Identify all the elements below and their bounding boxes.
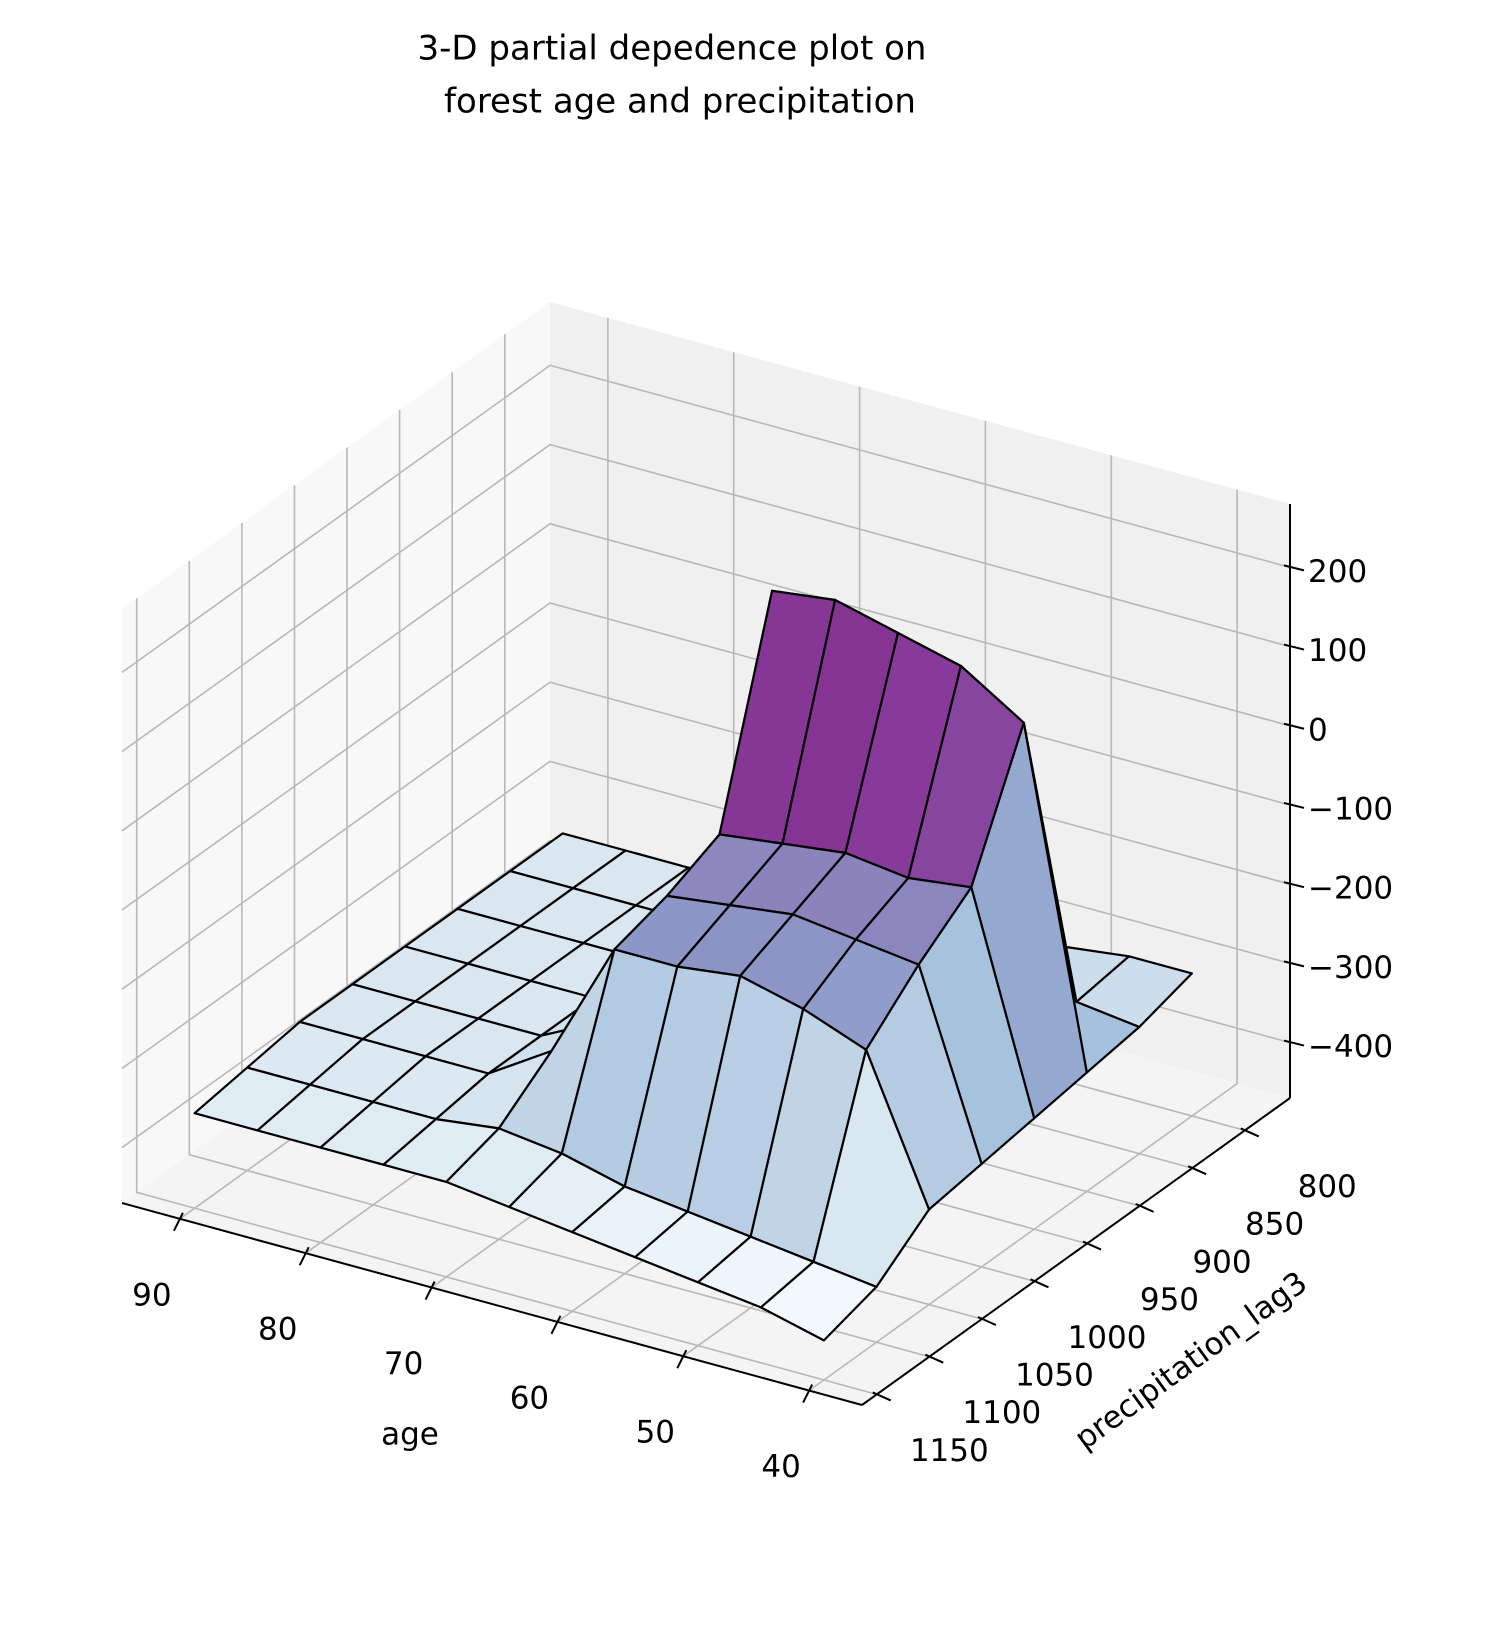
y-tick bbox=[1030, 1278, 1049, 1289]
x-tick-label: 60 bbox=[510, 1380, 549, 1416]
y-tick-label: 900 bbox=[1192, 1244, 1251, 1280]
y-tick-label: 850 bbox=[1245, 1207, 1304, 1243]
z-tick bbox=[1283, 801, 1305, 809]
z-tick bbox=[1283, 564, 1305, 572]
y-tick bbox=[1240, 1127, 1260, 1138]
grid-line bbox=[121, 443, 1291, 753]
x-tick bbox=[424, 1281, 436, 1300]
z-tick-label: 0 bbox=[1308, 712, 1328, 748]
y-tick-label: 1100 bbox=[962, 1395, 1041, 1431]
z-tick bbox=[1283, 643, 1305, 651]
chart-title: 3-D partial depedence plot on bbox=[418, 29, 927, 69]
y-tick-label: 950 bbox=[1140, 1282, 1199, 1318]
y-tick bbox=[872, 1391, 892, 1402]
chart-title: forest age and precipitation bbox=[444, 82, 916, 122]
z-tick bbox=[1283, 960, 1305, 968]
x-tick-label: 40 bbox=[761, 1449, 800, 1485]
axes: 9080706050408008509009501000105011001150… bbox=[121, 504, 1393, 1485]
z-tick bbox=[1283, 722, 1305, 730]
y-tick bbox=[924, 1353, 944, 1364]
z-tick-label: −200 bbox=[1308, 871, 1393, 907]
z-tick-label: 100 bbox=[1308, 633, 1367, 669]
grid-line bbox=[808, 489, 1238, 1392]
y-tick-label: 1150 bbox=[910, 1433, 989, 1469]
surface-face bbox=[759, 1260, 878, 1342]
z-tick-label: −400 bbox=[1308, 1029, 1393, 1065]
x-tick-label: 70 bbox=[384, 1346, 423, 1382]
x-tick-label: 80 bbox=[258, 1312, 297, 1348]
grid-line bbox=[121, 364, 1291, 674]
y-tick-label: 1000 bbox=[1068, 1320, 1147, 1356]
z-tick bbox=[1283, 1039, 1305, 1047]
y-tick bbox=[1135, 1202, 1155, 1213]
z-tick-label: −100 bbox=[1308, 791, 1393, 827]
x-tick bbox=[550, 1315, 562, 1335]
grid-line bbox=[121, 602, 1291, 911]
z-tick bbox=[1283, 881, 1305, 889]
y-tick bbox=[977, 1316, 997, 1326]
x-tick bbox=[298, 1246, 310, 1266]
surface bbox=[193, 589, 1194, 1342]
y-tick bbox=[1187, 1165, 1207, 1176]
grid-line bbox=[188, 560, 930, 1358]
x-tick-label: 90 bbox=[132, 1277, 171, 1313]
grid-line bbox=[135, 598, 877, 1396]
grid-line bbox=[121, 681, 1291, 990]
x-axis-label: age bbox=[381, 1417, 439, 1453]
axis-line bbox=[861, 1097, 1291, 1406]
z-tick-label: −300 bbox=[1308, 950, 1393, 986]
y-tick-label: 1050 bbox=[1015, 1358, 1094, 1394]
x-tick bbox=[172, 1212, 184, 1232]
axis-line bbox=[121, 1202, 863, 1406]
y-tick-label: 800 bbox=[1298, 1169, 1357, 1205]
left-pane bbox=[122, 302, 550, 1203]
z-tick-label: 200 bbox=[1308, 554, 1367, 590]
x-tick bbox=[802, 1384, 814, 1404]
y-tick bbox=[1082, 1240, 1102, 1251]
x-tick-label: 50 bbox=[636, 1415, 675, 1451]
x-tick bbox=[676, 1349, 688, 1369]
grid-line bbox=[121, 522, 1291, 832]
